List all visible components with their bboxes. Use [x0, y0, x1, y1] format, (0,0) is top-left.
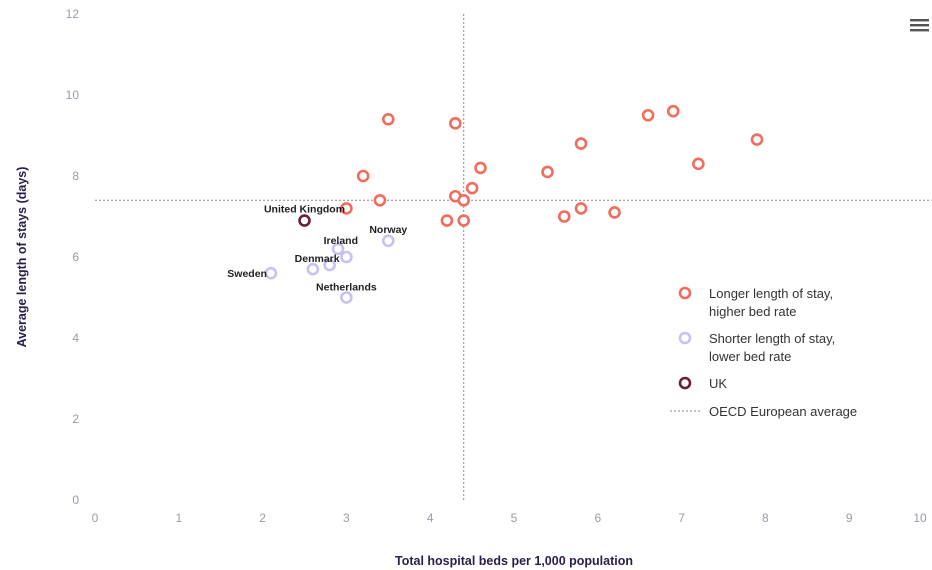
- x-tick-label: 5: [511, 511, 518, 525]
- data-point: [340, 250, 353, 264]
- legend-item: Shorter length of stay, lower bed rate: [678, 331, 835, 364]
- y-tick-label: 2: [72, 412, 79, 426]
- data-point: [474, 161, 487, 175]
- data-point: [608, 206, 621, 219]
- data-point: [465, 181, 479, 195]
- legend-marker: [678, 376, 692, 390]
- x-tick-label: 0: [92, 511, 99, 525]
- data-point: [323, 258, 336, 272]
- legend-item: UK: [678, 376, 727, 391]
- y-tick-label: 6: [72, 250, 79, 264]
- x-tick-label: 3: [343, 511, 350, 525]
- legend-label: Longer length of stay,: [709, 286, 833, 301]
- legend-marker: [678, 331, 692, 345]
- x-tick-label: 7: [678, 511, 685, 525]
- data-point: [331, 242, 345, 256]
- legend-label: lower bed rate: [709, 349, 791, 364]
- point-label: Norway: [369, 224, 407, 236]
- x-tick-label: 8: [762, 511, 769, 525]
- legend-label: higher bed rate: [709, 304, 796, 319]
- data-points: [264, 104, 764, 304]
- legend-item: OECD European average: [670, 404, 857, 419]
- y-tick-label: 10: [66, 88, 80, 102]
- data-point: [449, 117, 462, 130]
- data-point: [381, 113, 395, 126]
- x-tick-label: 2: [259, 511, 266, 525]
- data-point: [298, 214, 311, 227]
- data-point: [666, 104, 680, 118]
- point-label: Ireland: [324, 235, 358, 247]
- legend-item: Longer length of stay, higher bed rate: [678, 286, 833, 319]
- legend-label: OECD European average: [709, 404, 857, 419]
- data-point: [264, 266, 278, 280]
- data-point: [641, 108, 655, 122]
- data-point: [340, 291, 353, 304]
- legend-label: Shorter length of stay,: [709, 331, 835, 346]
- y-tick-label: 4: [72, 331, 79, 345]
- point-label: Denmark: [295, 253, 340, 265]
- data-point: [457, 194, 471, 207]
- x-tick-label: 10: [913, 511, 927, 525]
- legend-label: UK: [709, 376, 727, 391]
- y-tick-label: 12: [66, 7, 80, 21]
- data-point: [440, 214, 454, 227]
- x-tick-label: 4: [427, 511, 434, 525]
- data-point: [356, 169, 370, 183]
- x-tick-label: 9: [846, 511, 853, 525]
- point-label: Netherlands: [316, 282, 377, 294]
- x-tick-label: 1: [175, 511, 182, 525]
- hamburger-menu-icon[interactable]: [910, 18, 929, 32]
- data-point: [373, 194, 387, 207]
- y-axis-title: Average length of stays (days): [15, 167, 29, 348]
- point-label: Sweden: [227, 268, 267, 280]
- x-tick-label: 6: [594, 511, 601, 525]
- x-axis-title: Total hospital beds per 1,000 population: [395, 554, 633, 568]
- reference-lines: [95, 14, 932, 500]
- y-tick-label: 0: [72, 493, 79, 507]
- legend: Longer length of stay, higher bed rate Sho…: [670, 286, 857, 419]
- data-point: [750, 133, 764, 146]
- data-point: [457, 214, 471, 227]
- point-labels: Sweden Denmark Ireland Netherlands Norway Uni…: [227, 204, 407, 294]
- data-point: [574, 202, 588, 215]
- data-point: [557, 210, 571, 223]
- point-label: United Kingdom: [264, 204, 345, 216]
- y-axis-ticks: 0 2 4 6 8 10 12: [66, 7, 80, 507]
- data-point: [381, 234, 395, 248]
- data-point: [574, 137, 588, 150]
- data-point: [306, 262, 320, 276]
- data-point: [340, 202, 353, 215]
- data-point: [541, 165, 554, 179]
- y-tick-label: 8: [72, 169, 79, 183]
- data-point: [692, 157, 705, 171]
- x-axis-ticks: 0 1 2 3 4 5 6 7 8 9 10: [92, 511, 927, 525]
- legend-marker: [678, 286, 692, 300]
